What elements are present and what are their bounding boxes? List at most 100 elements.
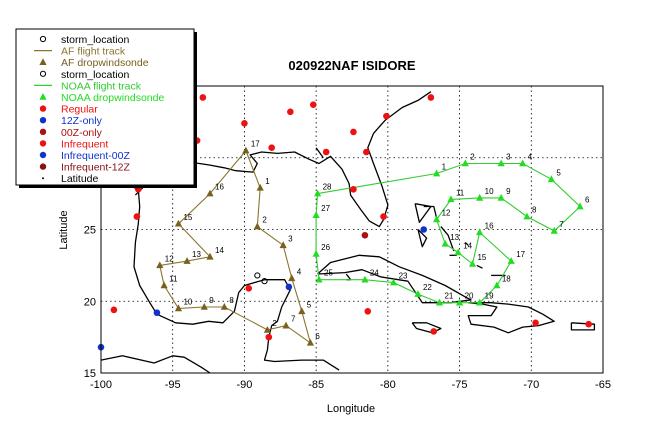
af-dropwindsonde — [156, 261, 164, 269]
legend-symbol — [39, 93, 47, 100]
noaa-dropwindsonde — [433, 169, 441, 177]
station-point — [350, 186, 357, 193]
noaa-dropwindsonde-label: 5 — [556, 168, 561, 177]
legend-symbol — [42, 177, 44, 180]
af-dropwindsonde-label: 11 — [169, 274, 178, 283]
station-point — [322, 148, 330, 156]
af-dropwindsonde — [298, 307, 306, 315]
station-point — [285, 283, 293, 291]
noaa-dropwindsonde — [313, 189, 322, 197]
station-point — [268, 144, 275, 152]
af-dropwindsonde — [256, 183, 264, 191]
station-point — [153, 309, 161, 317]
coastline — [317, 254, 472, 304]
x-tick-label: -100 — [90, 379, 112, 391]
noaa-dropwindsonde — [441, 239, 449, 247]
x-tick-label: -80 — [380, 379, 396, 391]
af-dropwindsonde — [242, 146, 250, 154]
noaa-dropwindsonde — [414, 290, 422, 297]
noaa-dropwindsonde-label: 26 — [321, 243, 330, 252]
station-point — [532, 319, 539, 327]
af-dropwindsonde — [288, 274, 296, 282]
station-point — [350, 128, 357, 136]
af-dropwindsonde-label: 15 — [183, 213, 192, 222]
noaa-dropwindsonde — [361, 275, 369, 283]
noaa-dropwindsonde-label: 23 — [399, 272, 408, 281]
noaa-dropwindsonde-label: 20 — [465, 292, 474, 301]
station-point — [427, 94, 435, 101]
station-point — [363, 148, 370, 156]
noaa-dropwindsonde-label: 15 — [477, 253, 486, 262]
noaa-dropwindsonde — [435, 298, 444, 306]
af-dropwindsonde — [160, 281, 168, 289]
af-dropwindsonde — [253, 222, 261, 230]
noaa-dropwindsonde — [455, 298, 464, 306]
noaa-dropwindsonde — [493, 281, 501, 289]
legend-symbol — [39, 117, 47, 124]
af-dropwindsonde-label: 10 — [183, 297, 192, 306]
af-dropwindsonde — [306, 338, 315, 346]
legend-label: AF flight track — [61, 46, 126, 58]
noaa-dropwindsonde-label: 17 — [516, 250, 525, 259]
noaa-dropwindsonde-label: 7 — [559, 220, 564, 229]
coastline — [440, 226, 455, 252]
noaa-dropwindsonde-label: 18 — [502, 274, 511, 283]
x-axis-label: Longitude — [327, 403, 375, 415]
legend-label: 12Z-only — [61, 115, 103, 127]
coastline — [423, 205, 438, 219]
legend-label: Infrequent-00Z — [61, 150, 130, 162]
coastline — [100, 164, 340, 371]
noaa-dropwindsonde — [433, 215, 441, 223]
legend-label: AF dropwindsonde — [61, 57, 149, 69]
x-tick-label: -95 — [165, 379, 181, 391]
noaa-dropwindsonde — [447, 195, 455, 203]
legend-label: NOAA flight track — [61, 80, 142, 92]
noaa-dropwindsonde — [476, 298, 484, 306]
af-dropwindsonde — [206, 252, 214, 260]
af-dropwindsonde-label: 17 — [251, 140, 260, 149]
x-tick-label: -75 — [452, 379, 468, 391]
storm-location-point — [261, 278, 268, 285]
station-point — [383, 112, 390, 120]
af-dropwindsonde-label: 3 — [288, 234, 293, 243]
af-dropwindsonde-label: 6 — [315, 332, 320, 341]
legend-symbol — [39, 151, 47, 159]
af-dropwindsonde — [206, 189, 214, 197]
tick-labels: -100-95-90-85-80-75-70-6515202530 — [84, 153, 611, 391]
noaa-dropwindsonde-label: 16 — [485, 221, 494, 230]
coastline — [464, 241, 469, 246]
noaa-dropwindsonde-label: 28 — [323, 183, 332, 192]
noaa-dropwindsonde — [312, 249, 320, 257]
noaa-dropwindsonde — [523, 212, 531, 220]
noaa-dropwindsonde-label: 10 — [485, 187, 494, 196]
legend-symbol — [39, 70, 47, 77]
station-point — [110, 306, 118, 314]
af-dropwindsonde-label: 7 — [291, 315, 296, 324]
af-dropwindsonde — [220, 302, 228, 310]
noaa-dropwindsonde-label: 22 — [423, 283, 432, 292]
station-point — [430, 328, 438, 335]
af-dropwindsonde — [183, 257, 191, 264]
legend-symbol — [39, 35, 47, 43]
noaa-dropwindsonde — [454, 248, 462, 256]
y-tick-label: 15 — [84, 368, 96, 380]
plot-border — [100, 85, 604, 374]
noaa-dropwindsonde-label: 12 — [442, 208, 451, 217]
coastline — [315, 147, 324, 159]
legend-label: 00Z-only — [61, 127, 103, 139]
noaa-dropwindsonde-label: 1 — [442, 163, 447, 172]
af-dropwindsonde-label: 13 — [192, 250, 201, 259]
station-point — [585, 320, 592, 328]
legend-label: Infrequent-12Z — [61, 162, 130, 174]
noaa-dropwindsonde-label: 4 — [528, 152, 533, 161]
af-dropwindsonde-label: 8 — [229, 296, 234, 305]
station-point — [287, 108, 294, 116]
x-tick-label: -90 — [236, 379, 252, 391]
legend-symbol — [39, 58, 47, 65]
noaa-dropwindsonde — [476, 193, 484, 201]
af-dropwindsonde-label: 2 — [262, 216, 267, 225]
noaa-dropwindsonde — [497, 193, 505, 201]
noaa-dropwindsonde-label: 2 — [470, 152, 475, 161]
station-point — [380, 213, 387, 220]
